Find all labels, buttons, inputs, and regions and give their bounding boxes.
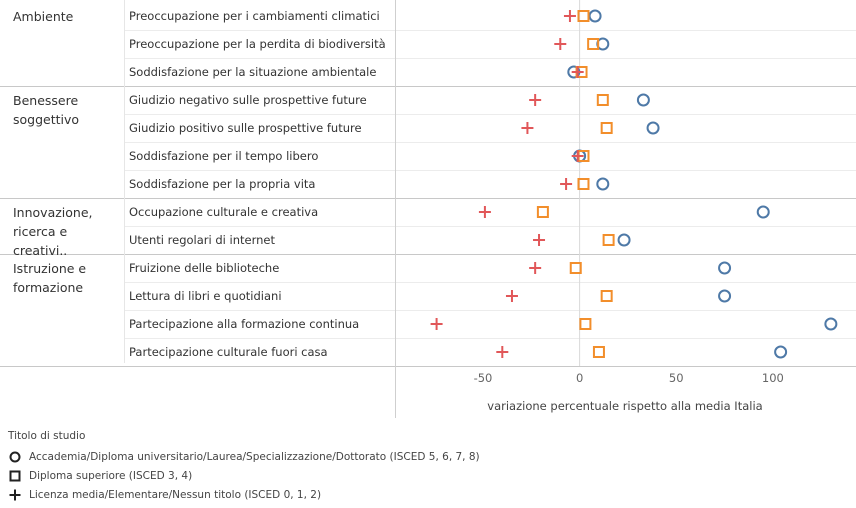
indicator-label: Preoccupazione per la perdita di biodive…: [129, 37, 386, 51]
square-mark: [579, 318, 592, 330]
indicator-label: Giudizio negativo sulle prospettive futu…: [129, 93, 367, 107]
plus-mark: [571, 150, 584, 162]
plus-mark: [554, 38, 567, 50]
square-mark: [602, 234, 615, 246]
x-tick-label: 100: [762, 371, 784, 385]
group-label: Istruzione e: [13, 261, 86, 276]
plus-mark: [563, 10, 576, 22]
indicator-label: Giudizio positivo sulle prospettive futu…: [129, 121, 362, 135]
plus-mark: [496, 346, 509, 358]
x-tick-label: -50: [474, 371, 493, 385]
indicator-label: Occupazione culturale e creativa: [129, 205, 318, 219]
group-label: creativi..: [13, 243, 67, 258]
x-axis-label: variazione percentuale rispetto alla med…: [487, 399, 762, 413]
circle-mark: [636, 93, 650, 107]
group-labels: Ambiente Benessere soggettivo Innovazione, r…: [13, 9, 93, 295]
square-mark: [592, 346, 605, 358]
square-mark: [577, 10, 590, 22]
legend-item-plus: Licenza media/Elementare/Nessun titolo (…: [8, 485, 480, 504]
indicator-label: Fruizione delle biblioteche: [129, 261, 279, 275]
x-tick-label: 0: [576, 371, 583, 385]
circle-mark: [824, 317, 838, 331]
circle-mark: [718, 261, 732, 275]
plus-icon: [9, 489, 21, 500]
indicator-label: Soddisfazione per la propria vita: [129, 177, 315, 191]
indicator-label: Partecipazione alla formazione continua: [129, 317, 359, 331]
indicator-label: Partecipazione culturale fuori casa: [129, 345, 328, 359]
row-gridlines: [124, 30, 856, 339]
plus-mark: [533, 234, 546, 246]
legend-label: Licenza media/Elementare/Nessun titolo (…: [29, 488, 322, 501]
square-mark: [587, 38, 600, 50]
circle-mark: [718, 289, 732, 303]
plus-mark: [529, 94, 542, 106]
indicator-label: Utenti regolari di internet: [129, 233, 275, 247]
circle-mark: [774, 345, 788, 359]
circle-mark: [617, 233, 631, 247]
legend-item-circle: Accademia/Diploma universitario/Laurea/S…: [8, 447, 480, 466]
x-axis-ticks: -50 0 50 100: [474, 371, 784, 385]
plus-mark: [430, 318, 443, 330]
legend-label: Accademia/Diploma universitario/Laurea/S…: [29, 450, 480, 463]
square-mark: [600, 290, 613, 302]
square-icon: [9, 470, 21, 481]
plus-mark: [560, 178, 573, 190]
circle-mark: [596, 177, 610, 191]
data-marks: [430, 9, 838, 359]
circle-icon: [9, 451, 21, 462]
group-separators: [0, 86, 856, 367]
indicator-labels: Preoccupazione per i cambiamenti climati…: [129, 9, 386, 359]
group-label: ricerca e: [13, 224, 68, 239]
plus-mark: [571, 66, 584, 78]
indicator-label: Soddisfazione per il tempo libero: [129, 149, 318, 163]
x-tick-label: 50: [669, 371, 684, 385]
legend-label: Diploma superiore (ISCED 3, 4): [29, 469, 193, 482]
legend: Titolo di studio Accademia/Diploma unive…: [8, 430, 480, 504]
square-mark: [536, 206, 549, 218]
square-mark: [577, 178, 590, 190]
group-label: soggettivo: [13, 112, 79, 127]
indicator-label: Soddisfazione per la situazione ambienta…: [129, 65, 376, 79]
legend-item-square: Diploma superiore (ISCED 3, 4): [8, 466, 480, 485]
circle-mark: [756, 205, 770, 219]
square-mark: [596, 94, 609, 106]
circle-mark: [646, 121, 660, 135]
plus-mark: [529, 262, 542, 274]
indicator-label: Preoccupazione per i cambiamenti climati…: [129, 9, 380, 23]
plus-mark: [521, 122, 534, 134]
group-label: Innovazione,: [13, 205, 93, 220]
plus-mark: [478, 206, 491, 218]
circle-mark: [588, 9, 602, 23]
group-label: formazione: [13, 280, 83, 295]
square-mark: [600, 122, 613, 134]
indicator-label: Lettura di libri e quotidiani: [129, 289, 282, 303]
group-label: Ambiente: [13, 9, 74, 24]
square-mark: [569, 262, 582, 274]
plus-mark: [505, 290, 518, 302]
legend-title: Titolo di studio: [8, 430, 86, 442]
group-label: Benessere: [13, 93, 78, 108]
